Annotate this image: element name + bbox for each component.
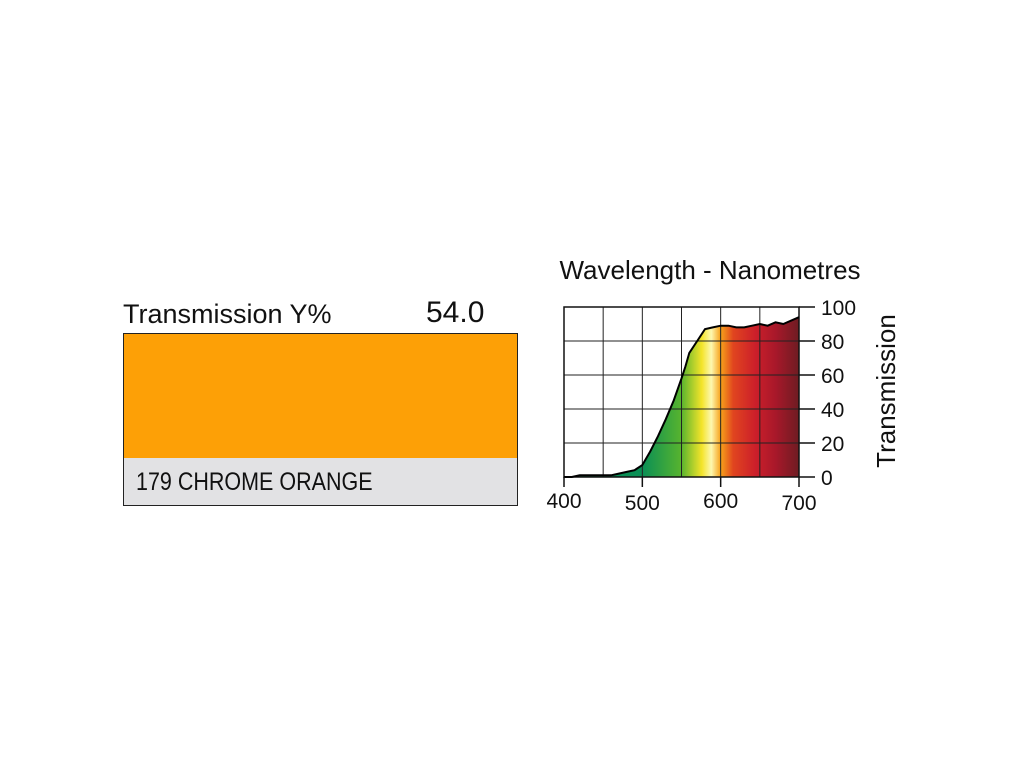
transmission-label: Transmission Y% <box>123 299 332 329</box>
color-swatch <box>124 334 517 459</box>
y-axis-label: Transmission <box>871 314 901 468</box>
filter-name-bar: 179 CHROME ORANGE <box>124 458 517 505</box>
plot-frame <box>563 306 800 478</box>
filter-name: 179 CHROME ORANGE <box>136 468 373 496</box>
y-tick-label: 20 <box>821 433 844 456</box>
filter-swatch-card: 179 CHROME ORANGE <box>123 333 518 506</box>
y-tick-label: 0 <box>821 467 833 490</box>
y-tick-label: 40 <box>821 399 844 422</box>
x-tick-label: 700 <box>781 492 816 515</box>
series-line <box>564 316 800 478</box>
transmission-value: 54.0 <box>426 296 485 329</box>
y-tick-label: 100 <box>821 297 856 320</box>
x-tick-label: 600 <box>703 490 738 513</box>
chart-title: Wavelength - Nanometres <box>559 255 860 285</box>
y-tick-label: 60 <box>821 365 844 388</box>
x-tick-label: 400 <box>546 490 581 513</box>
x-tick-label: 500 <box>625 492 660 515</box>
y-tick-label: 80 <box>821 331 844 354</box>
